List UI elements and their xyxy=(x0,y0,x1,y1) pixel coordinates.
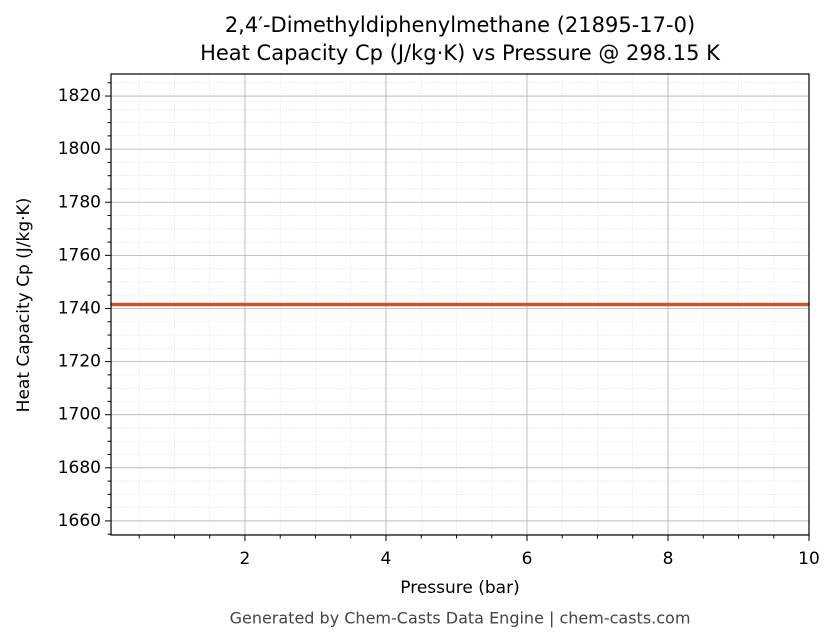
x-tick-label: 10 xyxy=(798,549,820,569)
y-tick-label: 1740 xyxy=(58,298,101,318)
footer: Generated by Chem-Casts Data Engine | ch… xyxy=(230,609,691,628)
y-tick-label: 1800 xyxy=(58,139,101,159)
y-tick-label: 1720 xyxy=(58,352,101,372)
x-tick-label: 2 xyxy=(240,549,251,569)
plot-frame xyxy=(110,73,810,536)
x-tick-label: 8 xyxy=(663,549,674,569)
y-tick-label: 1660 xyxy=(58,511,101,531)
chart-subtitle: Heat Capacity Cp (J/kg·K) vs Pressure @ … xyxy=(200,41,721,65)
chart-title: 2,4′-Dimethyldiphenylmethane (21895-17-0… xyxy=(225,13,695,37)
y-tick-label: 1760 xyxy=(58,245,101,265)
y-tick-label: 1820 xyxy=(58,86,101,106)
y-tick-label: 1700 xyxy=(58,405,101,425)
y-axis-label: Heat Capacity Cp (J/kg·K) xyxy=(14,198,34,413)
x-axis-label: Pressure (bar) xyxy=(400,578,519,598)
y-tick-label: 1780 xyxy=(58,192,101,212)
x-tick-label: 4 xyxy=(381,549,392,569)
x-tick-label: 6 xyxy=(522,549,533,569)
y-tick-label: 1680 xyxy=(58,458,101,478)
